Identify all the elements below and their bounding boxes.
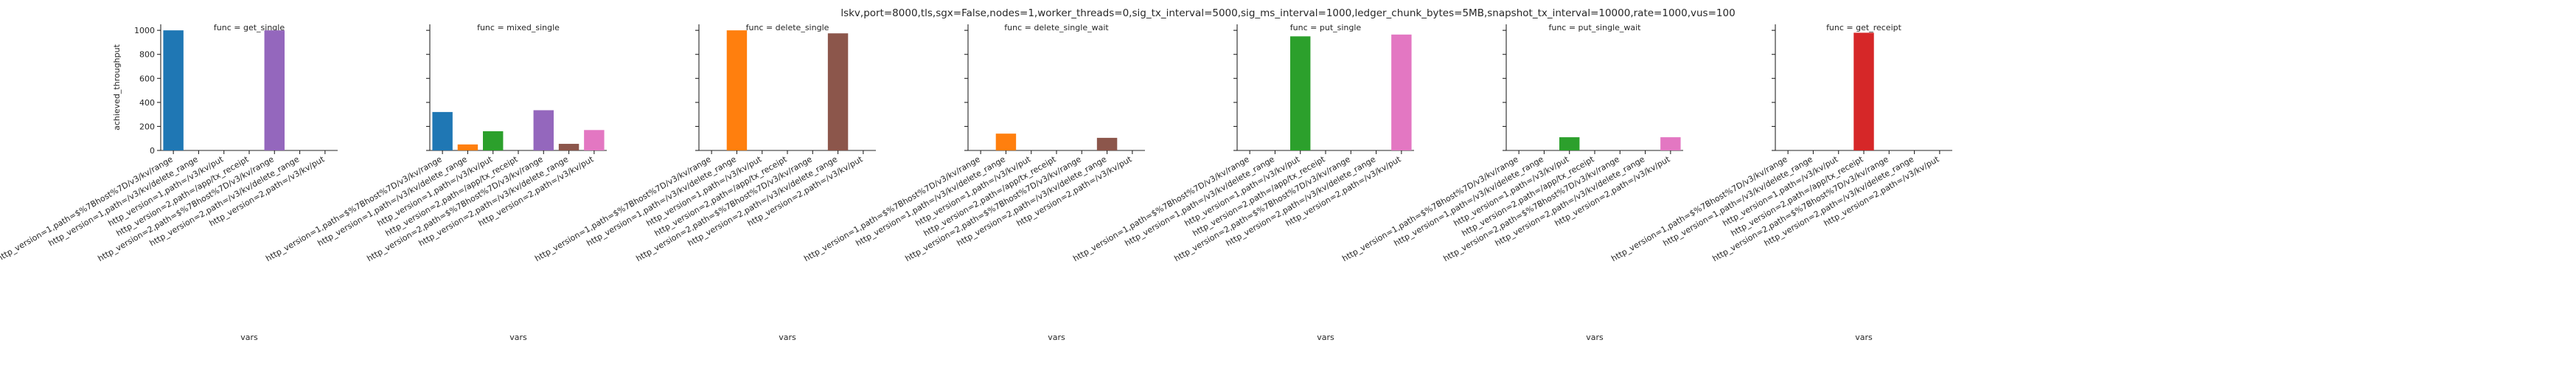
bar	[726, 30, 748, 151]
x-tick-label: http_version=2,path=$%7Bhost%7D/v3/kv/ra…	[903, 154, 1083, 263]
bar	[264, 30, 285, 151]
x-axis-label: vars	[1855, 333, 1873, 342]
panel-title: func = get_receipt	[1826, 23, 1902, 32]
bar	[533, 110, 554, 150]
bar	[457, 144, 478, 150]
bar	[1391, 34, 1412, 150]
bar	[995, 133, 1017, 150]
bar	[163, 30, 184, 151]
bar	[558, 144, 579, 150]
x-tick-label: http_version=1,path=$%7Bhost%7D/v3/kv/ra…	[1071, 154, 1251, 263]
y-tick-label: 800	[139, 50, 155, 60]
x-axis-label: vars	[1586, 333, 1604, 342]
panel-title: func = get_single	[214, 23, 285, 32]
panel-title: func = put_single	[1290, 23, 1362, 32]
x-axis-label: vars	[240, 333, 258, 342]
y-tick-label: 1000	[134, 26, 155, 35]
panel-title: func = put_single_wait	[1548, 23, 1641, 32]
y-tick-label: 0	[150, 146, 155, 156]
x-tick-label: http_version=2,path=$%7Bhost%7D/v3/kv/ra…	[1172, 154, 1352, 263]
y-tick-label: 200	[139, 122, 155, 131]
x-tick-label: http_version=1,path=$%7Bhost%7D/v3/kv/ra…	[802, 154, 982, 263]
x-axis-label: vars	[1048, 333, 1065, 342]
x-tick-label: http_version=1,path=$%7Bhost%7D/v3/kv/ra…	[1609, 154, 1789, 263]
x-tick-label: http_version=2,path=$%7Bhost%7D/v3/kv/ra…	[1710, 154, 1890, 263]
x-tick-label: http_version=2,path=$%7Bhost%7D/v3/kv/ra…	[96, 154, 276, 263]
bar	[483, 131, 504, 150]
x-tick-label: http_version=2,path=$%7Bhost%7D/v3/kv/ra…	[365, 154, 545, 263]
bar	[1660, 137, 1681, 150]
x-axis-label: vars	[509, 333, 527, 342]
bar	[1853, 32, 1874, 151]
bar	[432, 111, 453, 150]
bar	[1559, 137, 1580, 150]
y-axis-label: achieved_throughput	[112, 44, 122, 131]
x-tick-label: http_version=1,path=$%7Bhost%7D/v3/kv/ra…	[533, 154, 713, 263]
bar	[584, 130, 605, 150]
bar	[827, 33, 849, 150]
x-tick-label: http_version=1,path=$%7Bhost%7D/v3/kv/ra…	[264, 154, 444, 263]
panel-title: func = delete_single	[746, 23, 829, 32]
x-tick-label: http_version=2,path=$%7Bhost%7D/v3/kv/ra…	[1441, 154, 1621, 263]
x-tick-label: http_version=1,path=$%7Bhost%7D/v3/kv/ra…	[0, 154, 175, 263]
y-tick-label: 600	[139, 74, 155, 83]
x-axis-label: vars	[1317, 333, 1334, 342]
bar	[1290, 36, 1311, 151]
figure-title: lskv,port=8000,tls,sgx=False,nodes=1,wor…	[840, 7, 1735, 19]
y-tick-label: 400	[139, 98, 155, 108]
bar	[1096, 137, 1118, 150]
x-tick-label: http_version=1,path=$%7Bhost%7D/v3/kv/ra…	[1340, 154, 1520, 263]
panel-title: func = mixed_single	[477, 23, 560, 32]
x-tick-label: http_version=2,path=$%7Bhost%7D/v3/kv/ra…	[634, 154, 814, 263]
panel-title: func = delete_single_wait	[1004, 23, 1109, 32]
x-axis-label: vars	[779, 333, 796, 342]
